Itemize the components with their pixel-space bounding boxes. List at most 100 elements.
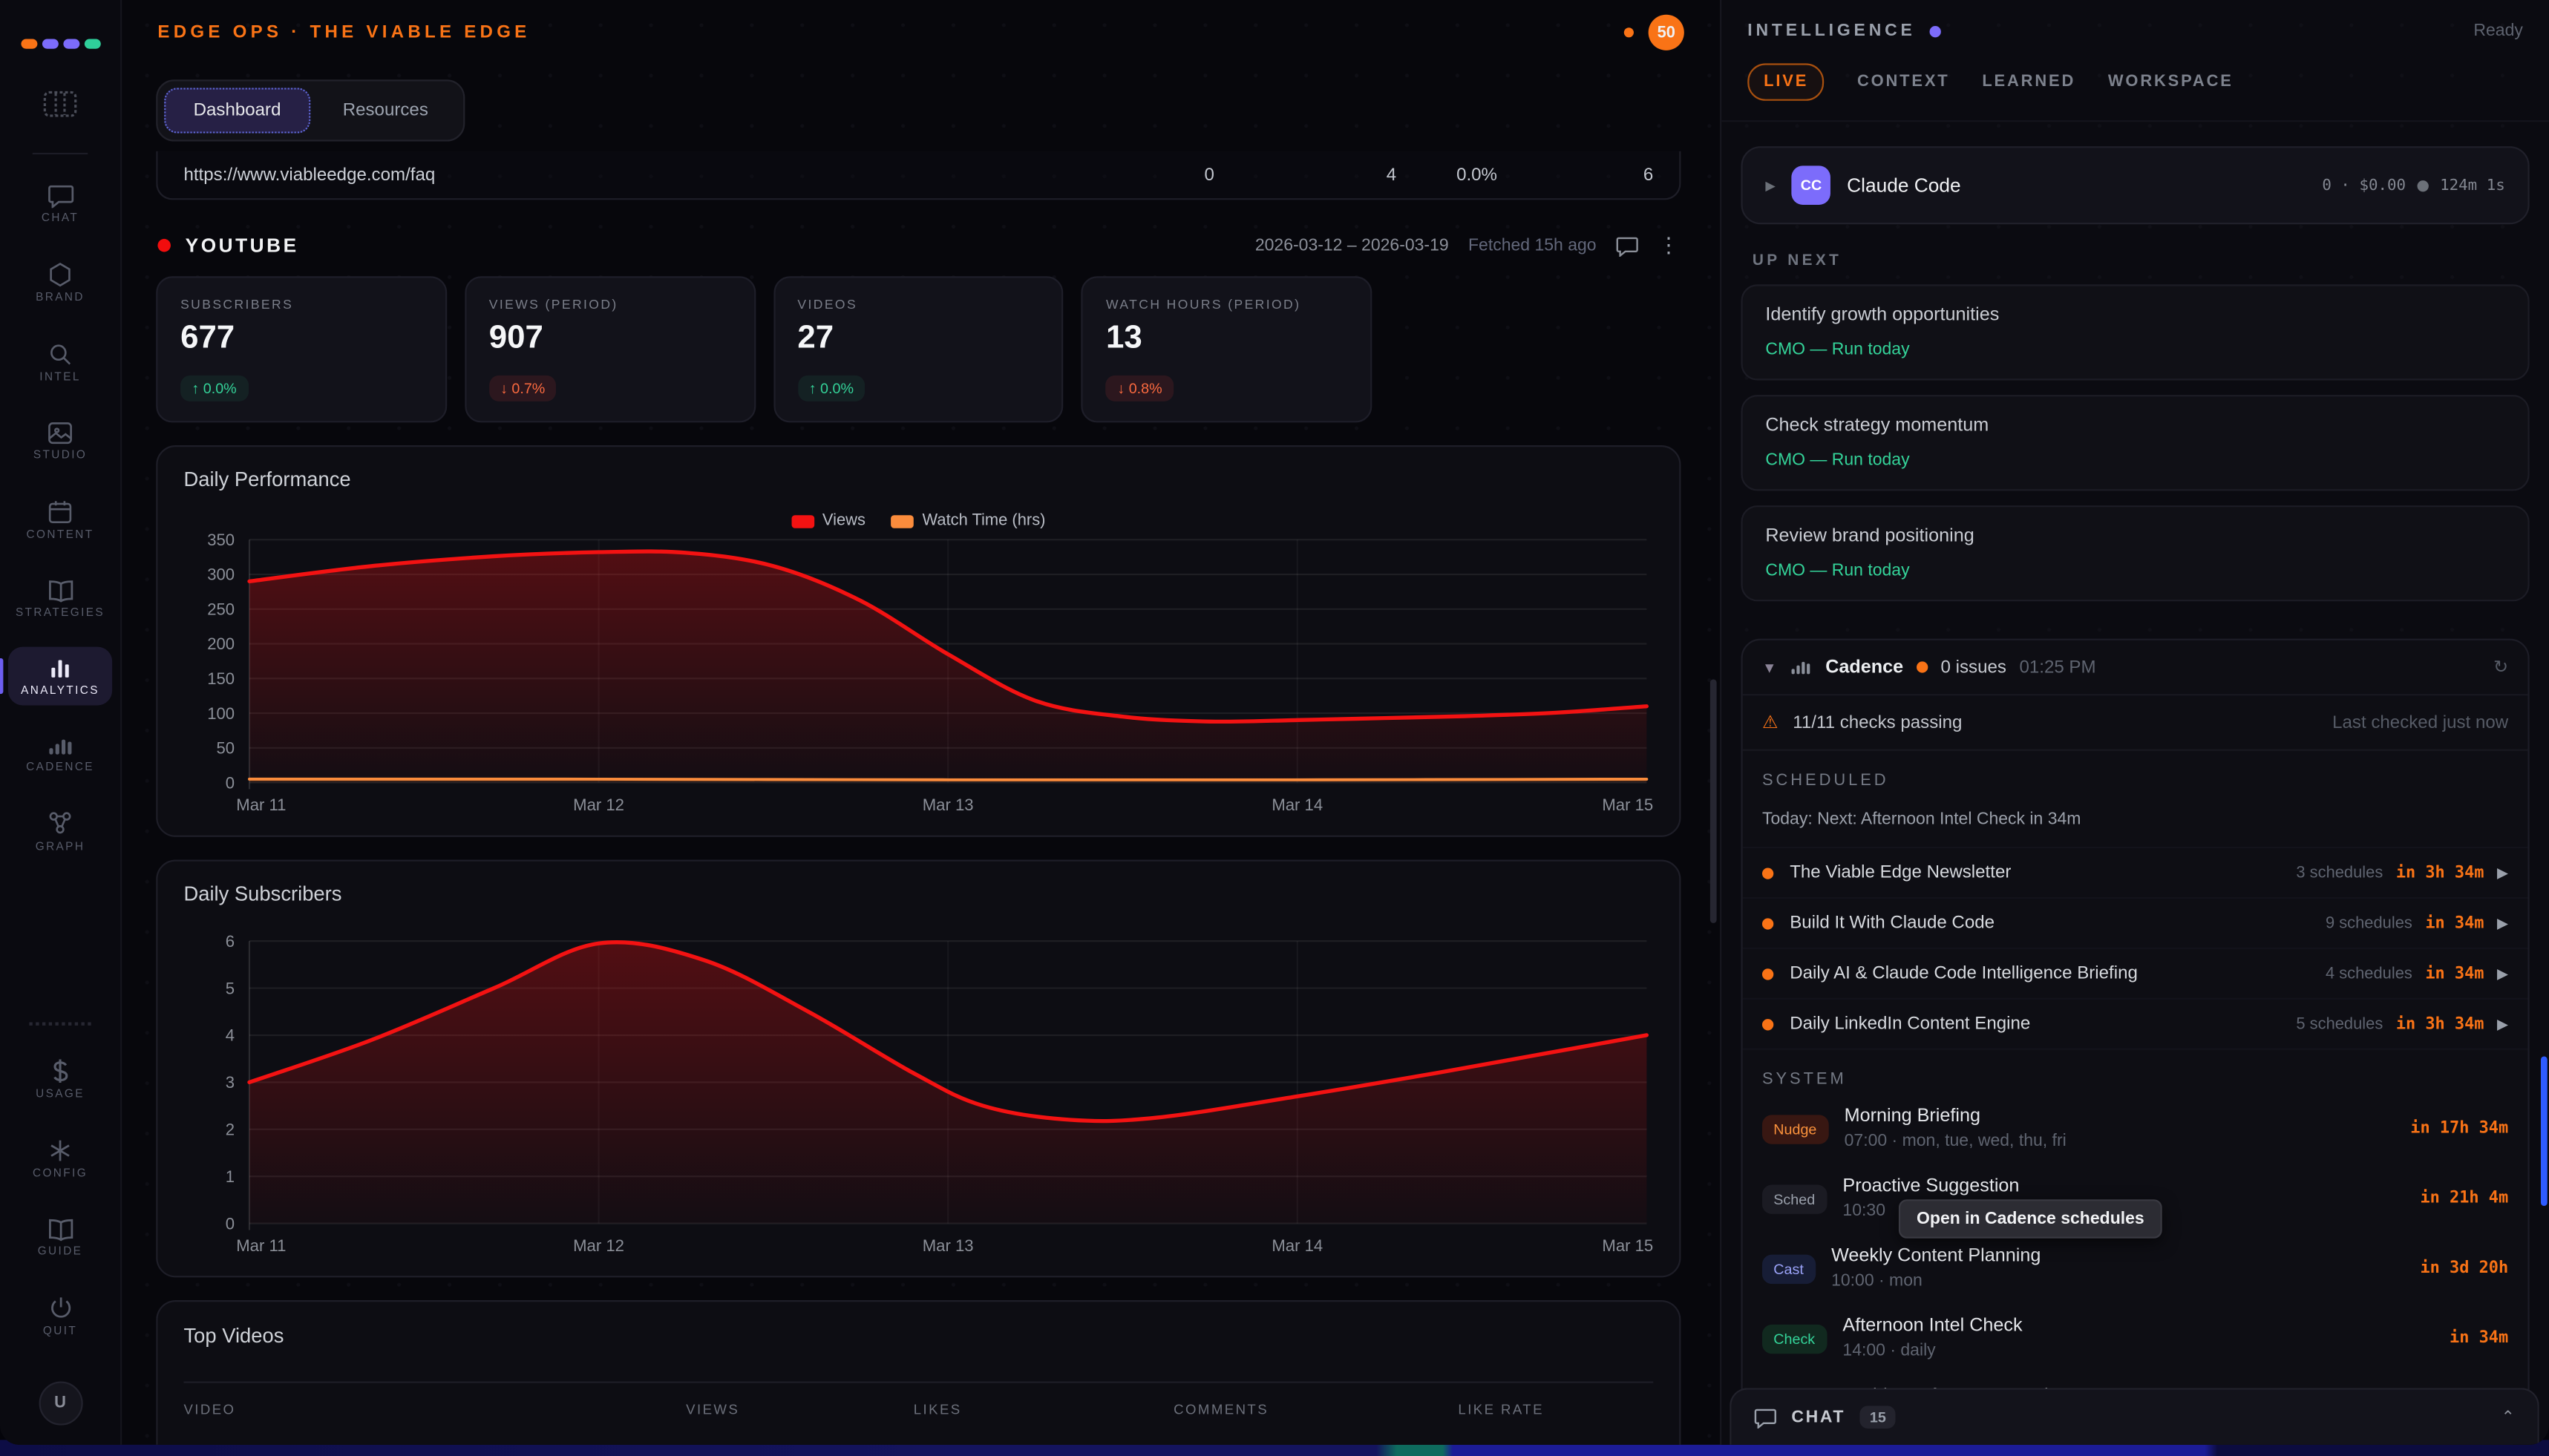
collapse-triangle-icon[interactable]: ▼	[1761, 659, 1777, 675]
tab-bar: Dashboard Resources	[122, 65, 1720, 151]
sidebar-item-usage[interactable]: USAGE	[8, 1049, 112, 1109]
issues-dot-icon	[1916, 661, 1928, 673]
today-next-line: Today: Next: Afternoon Intel Check in 34…	[1742, 795, 2528, 849]
up-next-item[interactable]: Check strategy momentum CMO — Run today	[1741, 395, 2530, 491]
chevron-right-icon[interactable]: ▶	[1765, 177, 1776, 193]
system-meta: 10:00 · mon	[1831, 1270, 1923, 1291]
play-icon[interactable]: ▶	[2497, 964, 2509, 981]
table-row-url[interactable]: https://www.viableedge.com/faq 0 4 0.0% …	[156, 151, 1681, 200]
schedule-eta: in 3h 34m	[2395, 863, 2484, 882]
chat-bar[interactable]: CHAT 15 ⌃	[1730, 1388, 2539, 1445]
schedule-dot-icon	[1761, 1018, 1774, 1030]
column-header: COMMENTS	[1174, 1400, 1269, 1417]
svg-text:250: 250	[207, 600, 235, 618]
pill-purple2-icon[interactable]	[62, 39, 79, 49]
notification-badge[interactable]: 50	[1648, 14, 1684, 50]
pill-purple-icon[interactable]	[41, 39, 58, 49]
window-controls[interactable]	[20, 39, 100, 49]
play-icon[interactable]: ▶	[2497, 863, 2509, 880]
hexagon-icon	[50, 262, 71, 287]
scheduled-label: SCHEDULED	[1761, 772, 1889, 790]
daily-subscribers-chart[interactable]: 0 1 2 3 4 5 6 Mar 11 Mar 12 Mar 13 Mar 14 Mar 15	[183, 931, 1653, 1262]
system-row-proactive-suggestion[interactable]: Sched Proactive Suggestion 10:30 Open in…	[1743, 1164, 2528, 1239]
schedule-dot-icon	[1761, 968, 1774, 980]
url-cell[interactable]: https://www.viableedge.com/faq	[183, 165, 436, 185]
schedule-count: 9 schedules	[2325, 914, 2412, 932]
fetched-label: Fetched 15h ago	[1467, 235, 1597, 255]
schedule-right: 5 schedules in 3h 34m ▶	[2296, 1015, 2508, 1033]
sidebar-item-guide[interactable]: GUIDE	[8, 1207, 112, 1266]
svg-text:6: 6	[226, 931, 235, 950]
checks-status-row: ⚠ 11/11 checks passing Last checked just…	[1742, 695, 2528, 751]
tab-live[interactable]: LIVE	[1747, 63, 1825, 101]
play-icon[interactable]: ▶	[2497, 914, 2509, 931]
sidebar-item-config[interactable]: CONFIG	[8, 1128, 112, 1188]
sidebar-item-intel[interactable]: INTEL	[8, 332, 112, 392]
youtube-section-header: YOUTUBE 2026-03-12 – 2026-03-19 Fetched …	[157, 232, 1679, 258]
sidebar-item-graph[interactable]: GRAPH	[8, 801, 112, 862]
chevron-up-icon[interactable]: ⌃	[2501, 1408, 2515, 1426]
sidebar-item-studio[interactable]: STUDIO	[8, 411, 112, 470]
sidebar-item-quit[interactable]: QUIT	[8, 1285, 112, 1345]
task-title: Identify growth opportunities	[1765, 305, 2000, 325]
top-videos-title: Top Videos	[183, 1324, 284, 1348]
cadence-header[interactable]: ▼ Cadence 0 issues 01:25 PM ↻	[1742, 640, 2528, 696]
column-header: VIEWS	[686, 1400, 740, 1417]
right-panel-scrollbar-thumb[interactable]	[2540, 1056, 2548, 1206]
stat-change-badge: ↓ 0.7%	[488, 375, 557, 401]
open-book-icon	[48, 580, 73, 603]
sidebar-item-cadence[interactable]: CADENCE	[8, 725, 112, 782]
sidebar-item-content[interactable]: CONTENT	[8, 489, 112, 549]
stat-value: 13	[1106, 320, 1142, 356]
refresh-icon[interactable]: ↻	[2493, 658, 2509, 678]
claude-code-meta: 0 · $0.00 124m 1s	[2322, 177, 2504, 194]
claude-code-card[interactable]: ▶ CC Claude Code 0 · $0.00 124m 1s	[1741, 146, 2530, 225]
schedule-title: The Viable Edge Newsletter	[1790, 862, 2012, 883]
tab-dashboard[interactable]: Dashboard	[164, 88, 310, 134]
svg-text:5: 5	[226, 979, 235, 997]
chat-count-badge: 15	[1859, 1406, 1896, 1429]
comment-icon[interactable]	[1616, 235, 1639, 256]
cadence-card: ▼ Cadence 0 issues 01:25 PM ↻ ⚠ 11/11 ch…	[1741, 638, 2530, 1445]
pill-orange-icon[interactable]	[20, 39, 37, 49]
pill-green-icon[interactable]	[83, 39, 100, 49]
user-avatar[interactable]: U	[38, 1381, 82, 1426]
svg-text:Mar 14: Mar 14	[1272, 796, 1323, 814]
sidebar-item-brand[interactable]: BRAND	[8, 252, 112, 312]
svg-text:Mar 12: Mar 12	[573, 1236, 624, 1255]
chat-bubble-icon	[1754, 1408, 1776, 1428]
intelligence-status-dot-icon	[1930, 24, 1942, 37]
svg-text:Mar 14: Mar 14	[1272, 1236, 1323, 1255]
sidebar-item-analytics[interactable]: ANALYTICS	[0, 646, 113, 706]
url-value-0: 0	[1204, 165, 1214, 185]
tab-resources[interactable]: Resources	[342, 100, 428, 121]
up-next-item[interactable]: Identify growth opportunities CMO — Run …	[1741, 284, 2530, 381]
svg-text:1: 1	[226, 1167, 235, 1185]
schedule-row[interactable]: Daily LinkedIn Content Engine 5 schedule…	[1742, 1000, 2528, 1050]
sidebar-item-chat[interactable]: CHAT	[8, 174, 112, 232]
youtube-dot-icon	[157, 238, 171, 252]
schedule-row[interactable]: The Viable Edge Newsletter 3 schedules i…	[1742, 848, 2528, 899]
tab-workspace[interactable]: WORKSPACE	[2107, 73, 2234, 91]
daily-performance-chart[interactable]: 0 50 100 150 200 250 300 350 Mar 11 Mar 12 Mar 13 M…	[183, 530, 1653, 822]
system-row-weekly-content-planning[interactable]: Cast Weekly Content Planning 10:00 · mon…	[1743, 1233, 2528, 1303]
sidebar-footer: USAGE CONFIG GUIDE QUIT U	[8, 1016, 112, 1426]
stat-label: SUBSCRIBERS	[180, 297, 294, 312]
schedule-row[interactable]: Daily AI & Claude Code Intelligence Brie…	[1742, 949, 2528, 1000]
up-next-item[interactable]: Review brand positioning CMO — Run today	[1741, 505, 2530, 602]
kebab-menu-icon[interactable]: ⋮	[1658, 232, 1680, 258]
sidebar-toggle-button[interactable]	[42, 89, 78, 126]
schedule-row[interactable]: Build It With Claude Code 9 schedules in…	[1742, 899, 2528, 949]
system-eta: in 17h 34m	[2410, 1119, 2509, 1138]
main-scrollbar-thumb[interactable]	[1709, 679, 1717, 923]
tab-learned[interactable]: LEARNED	[1982, 73, 2076, 91]
sidebar-dotted-divider	[29, 1022, 91, 1026]
chart-title: Daily Subscribers	[183, 882, 342, 905]
tab-context[interactable]: CONTEXT	[1856, 73, 1950, 91]
schedule-title: Build It With Claude Code	[1790, 913, 1995, 934]
sidebar-item-strategies[interactable]: STRATEGIES	[8, 569, 112, 628]
play-icon[interactable]: ▶	[2497, 1014, 2509, 1032]
system-row-morning-briefing[interactable]: Nudge Morning Briefing 07:00 · mon, tue,…	[1743, 1094, 2528, 1164]
schedule-right: 9 schedules in 34m ▶	[2326, 914, 2508, 932]
system-row-afternoon-intel-check[interactable]: Check Afternoon Intel Check 14:00 · dail…	[1743, 1303, 2528, 1373]
